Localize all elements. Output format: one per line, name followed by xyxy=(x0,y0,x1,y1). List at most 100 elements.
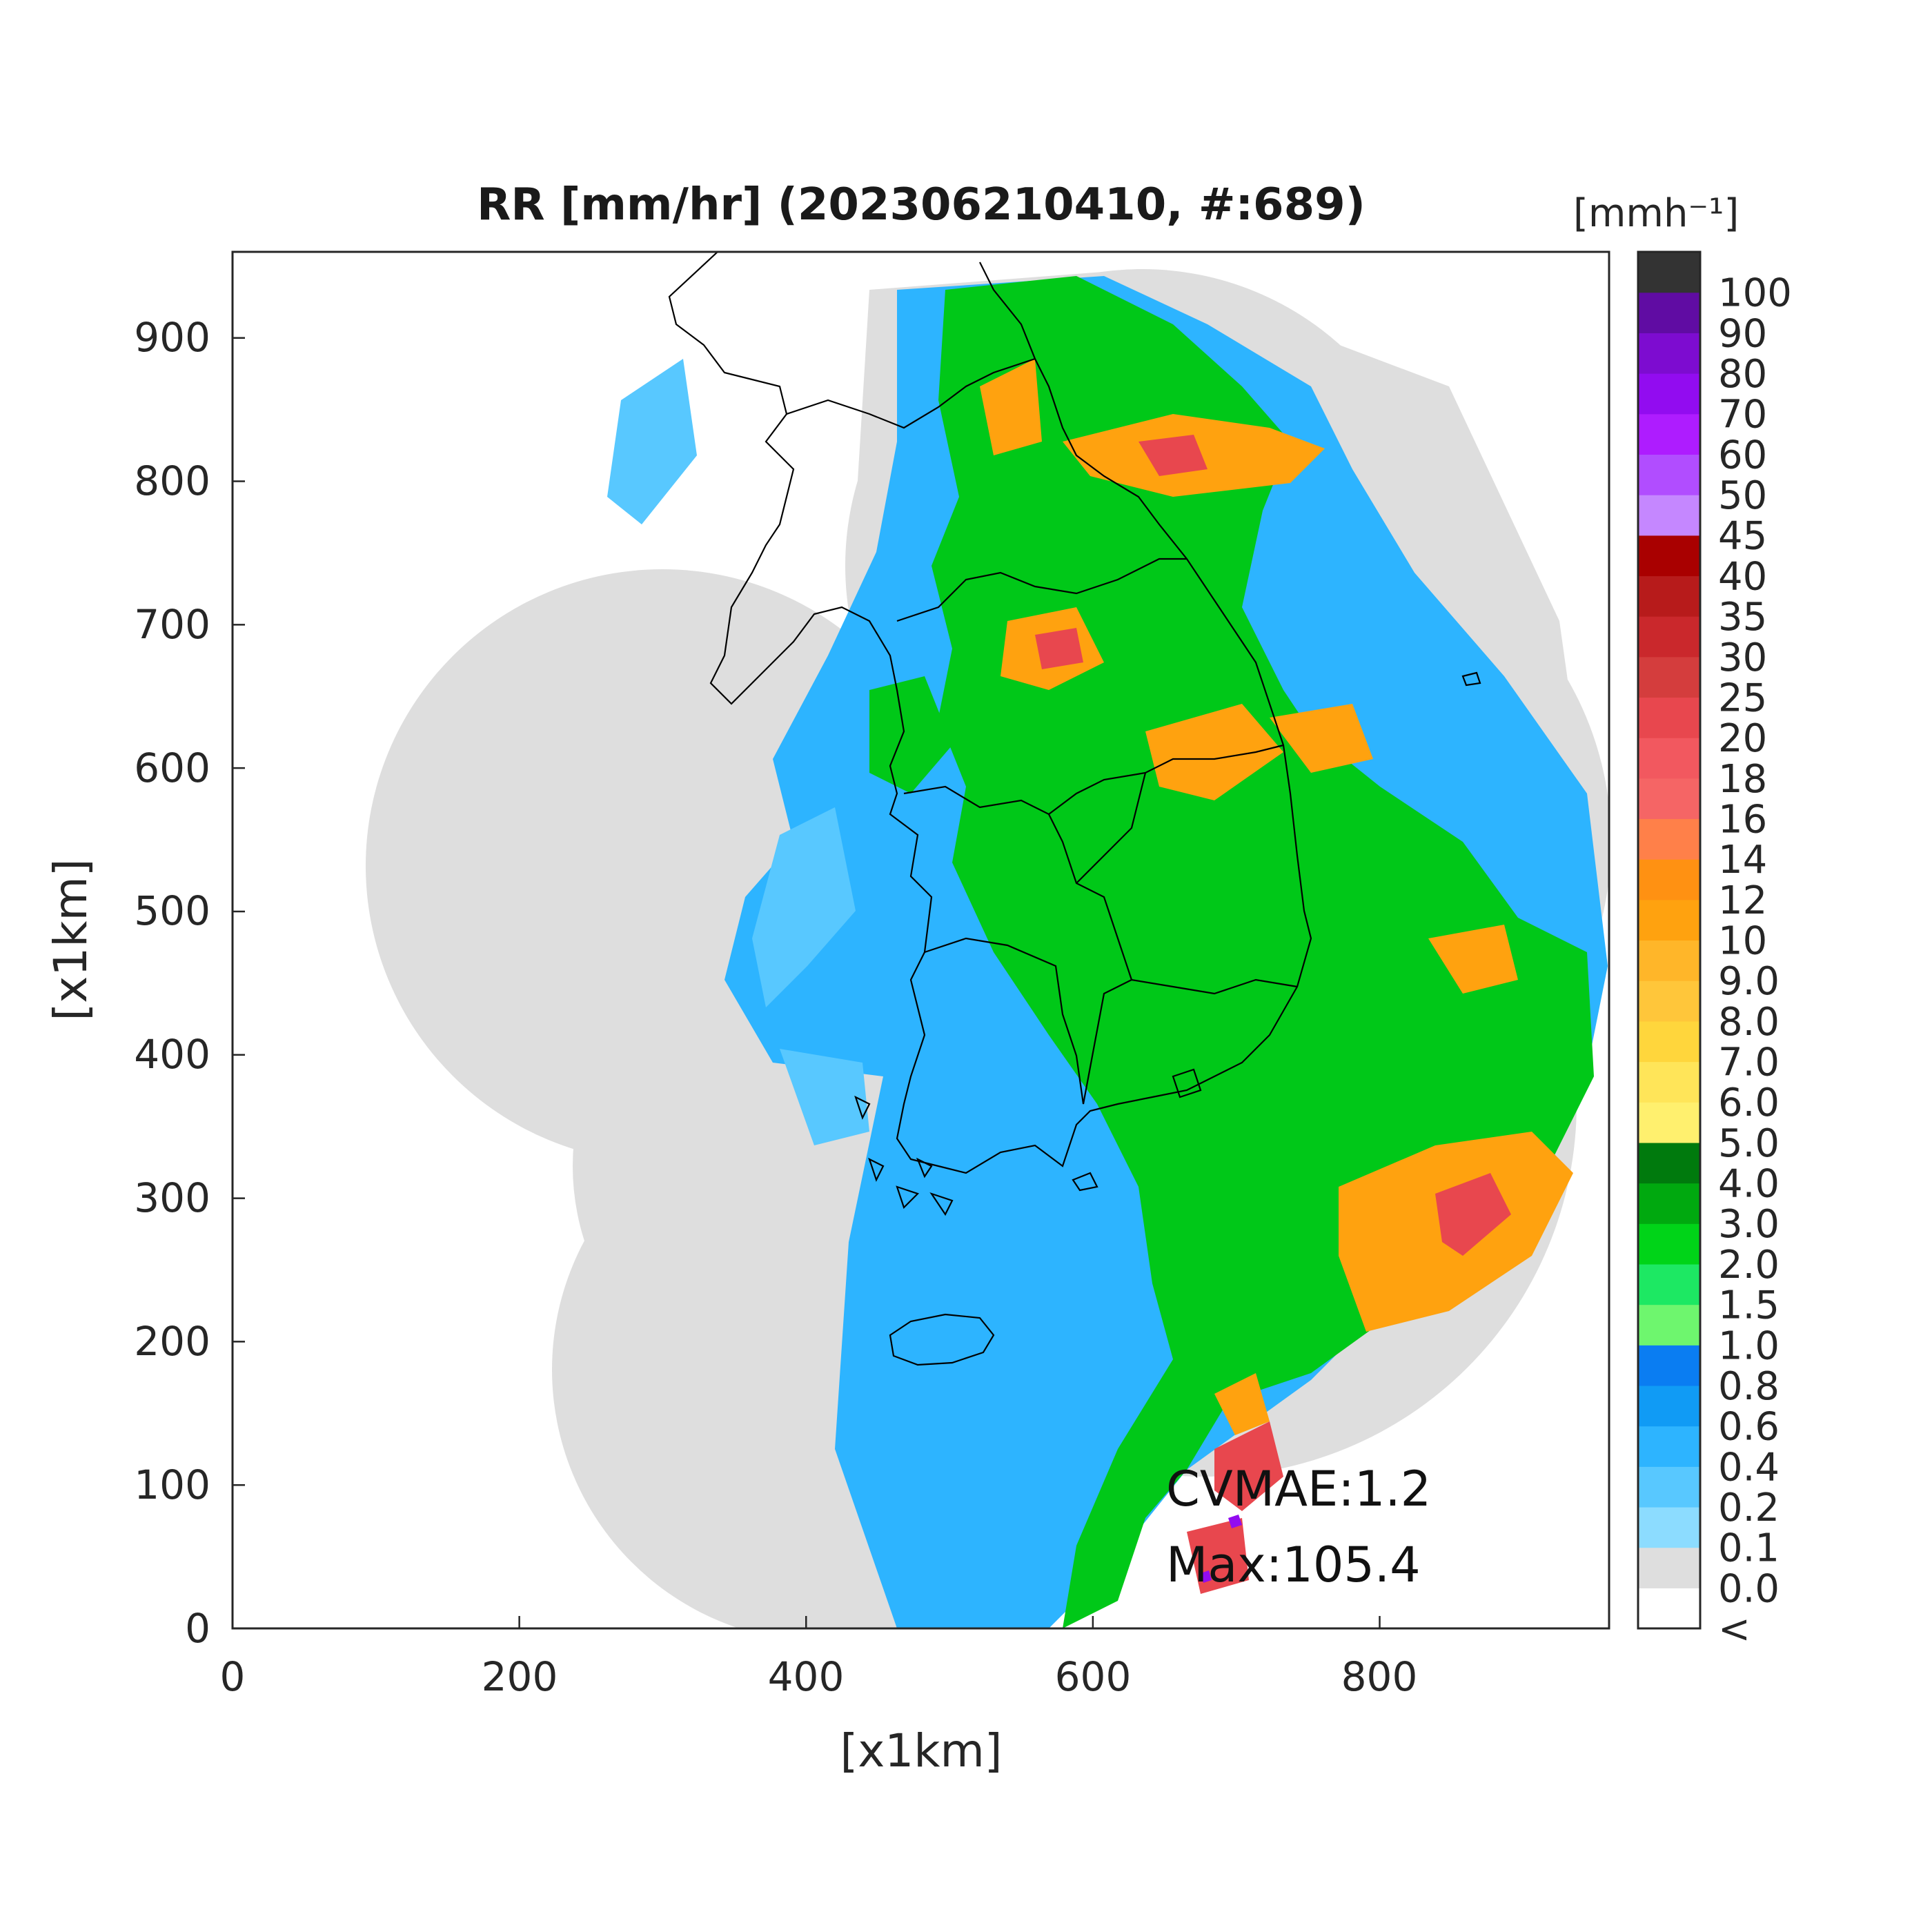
colorbar-swatch-14 xyxy=(1638,1021,1700,1063)
colorbar-level-26: 40 xyxy=(1718,554,1767,599)
y-tick-label-100: 100 xyxy=(134,1461,210,1508)
y-tick-label-200: 200 xyxy=(134,1318,210,1365)
colorbar-level-11: 4.0 xyxy=(1718,1162,1780,1207)
colorbar-level-24: 30 xyxy=(1718,635,1767,680)
colorbar-level-14: 7.0 xyxy=(1718,1041,1780,1085)
colorbar-swatch-16 xyxy=(1638,940,1700,981)
x-tick-labels: 0 200 400 600 800 xyxy=(220,1653,1418,1700)
colorbar-level-29: 60 xyxy=(1718,433,1767,477)
colorbar-level-21: 18 xyxy=(1718,757,1767,802)
y-tick-label-600: 600 xyxy=(134,745,210,791)
colorbar-swatch-28 xyxy=(1638,454,1700,495)
y-tick-label-400: 400 xyxy=(134,1031,210,1078)
colorbar-swatch-9 xyxy=(1638,1223,1700,1265)
colorbar: <0.00.10.20.40.60.81.01.52.03.04.05.06.0… xyxy=(1573,191,1792,1652)
colorbar-swatch-3 xyxy=(1638,1466,1700,1508)
colorbar-level-30: 70 xyxy=(1718,393,1767,437)
colorbar-swatch-6 xyxy=(1638,1345,1700,1386)
map-plot-area: CVMAE:1.2 Max:105.4 xyxy=(231,250,1610,1630)
y-tick-label-300: 300 xyxy=(134,1174,210,1221)
rain-band-west-green xyxy=(869,580,1049,793)
colorbar-swatch-18 xyxy=(1638,859,1700,900)
x-axis-ticks xyxy=(231,1616,1381,1628)
colorbar-swatches xyxy=(1638,252,1700,1629)
y-tick-label-500: 500 xyxy=(134,887,210,934)
precipitation-field xyxy=(607,276,1608,1628)
colorbar-swatch-24 xyxy=(1638,616,1700,658)
colorbar-level-12: 5.0 xyxy=(1718,1121,1780,1166)
y-axis-ticks xyxy=(233,337,245,1630)
colorbar-level-6: 0.8 xyxy=(1718,1364,1780,1409)
coastline-peninsula xyxy=(668,252,1312,1174)
x-tick-label-200: 200 xyxy=(482,1653,558,1700)
colorbar-level-33: 100 xyxy=(1718,271,1792,316)
colorbar-swatch-26 xyxy=(1638,535,1700,577)
colorbar-level-27: 45 xyxy=(1718,514,1767,559)
x-tick-label-800: 800 xyxy=(1341,1653,1418,1700)
y-tick-label-0: 0 xyxy=(185,1605,210,1652)
colorbar-level-22: 20 xyxy=(1718,716,1767,761)
colorbar-level-16: 9.0 xyxy=(1718,959,1780,1004)
colorbar-level-5: 0.6 xyxy=(1718,1405,1780,1450)
colorbar-swatch-1 xyxy=(1638,1547,1700,1588)
colorbar-level-0: < xyxy=(1718,1607,1751,1652)
province-border-central xyxy=(896,558,1187,622)
y-tick-label-800: 800 xyxy=(134,457,210,504)
colorbar-swatch-13 xyxy=(1638,1061,1700,1103)
colorbar-swatch-32 xyxy=(1638,292,1700,333)
jeju-island xyxy=(889,1313,995,1366)
coastline-boundaries xyxy=(668,252,1481,1366)
y-tick-label-900: 900 xyxy=(134,314,210,361)
colorbar-swatch-19 xyxy=(1638,818,1700,860)
colorbar-swatch-0 xyxy=(1638,1588,1700,1629)
y-tick-label-700: 700 xyxy=(134,601,210,648)
rain-band-green xyxy=(931,276,1594,1628)
colorbar-level-1: 0.0 xyxy=(1718,1566,1780,1611)
colorbar-tick-labels: <0.00.10.20.40.60.81.01.52.03.04.05.06.0… xyxy=(1718,271,1792,1652)
colorbar-level-4: 0.4 xyxy=(1718,1445,1780,1490)
colorbar-level-25: 35 xyxy=(1718,595,1767,640)
colorbar-swatch-25 xyxy=(1638,575,1700,617)
y-tick-labels: 0 100 200 300 400 500 600 700 800 900 xyxy=(134,314,210,1652)
colorbar-level-3: 0.2 xyxy=(1718,1486,1780,1530)
plot-frame xyxy=(231,250,1610,1630)
colorbar-swatch-23 xyxy=(1638,656,1700,698)
cvmae-annotation: CVMAE:1.2 xyxy=(1166,1461,1431,1517)
y-axis-label: [x1km] xyxy=(44,858,97,1021)
rain-band-west-showers xyxy=(607,359,869,1145)
figure-title: RR [mm/hr] (202306210410, #:689) xyxy=(477,179,1366,230)
colorbar-level-19: 14 xyxy=(1718,838,1767,883)
colorbar-unit-label: [mmh⁻¹] xyxy=(1573,191,1739,236)
colorbar-level-17: 10 xyxy=(1718,919,1767,964)
colorbar-level-8: 1.5 xyxy=(1718,1283,1780,1328)
max-annotation: Max:105.4 xyxy=(1166,1537,1421,1593)
colorbar-level-15: 8.0 xyxy=(1718,1000,1780,1045)
x-tick-label-600: 600 xyxy=(1055,1653,1132,1700)
colorbar-swatch-17 xyxy=(1638,899,1700,941)
colorbar-swatch-30 xyxy=(1638,373,1700,415)
colorbar-swatch-10 xyxy=(1638,1183,1700,1224)
colorbar-swatch-27 xyxy=(1638,495,1700,536)
colorbar-swatch-29 xyxy=(1638,413,1700,455)
colorbar-level-28: 50 xyxy=(1718,473,1767,518)
province-border-south xyxy=(924,937,1298,1105)
colorbar-swatch-8 xyxy=(1638,1263,1700,1305)
x-tick-label-400: 400 xyxy=(768,1653,845,1700)
colorbar-level-2: 0.1 xyxy=(1718,1526,1780,1571)
colorbar-level-7: 1.0 xyxy=(1718,1323,1780,1368)
province-border-north xyxy=(786,357,1036,429)
islands-southwest xyxy=(854,671,1481,1216)
province-border-east-south xyxy=(1048,772,1147,980)
colorbar-level-23: 25 xyxy=(1718,676,1767,720)
colorbar-swatch-5 xyxy=(1638,1385,1700,1427)
colorbar-swatch-33 xyxy=(1638,252,1700,293)
x-axis-label: [x1km] xyxy=(840,1724,1002,1777)
colorbar-swatch-31 xyxy=(1638,333,1700,374)
colorbar-swatch-22 xyxy=(1638,697,1700,738)
colorbar-level-32: 90 xyxy=(1718,311,1767,356)
colorbar-level-13: 6.0 xyxy=(1718,1081,1780,1125)
colorbar-swatch-4 xyxy=(1638,1426,1700,1467)
colorbar-level-20: 16 xyxy=(1718,797,1767,842)
colorbar-swatch-7 xyxy=(1638,1304,1700,1346)
